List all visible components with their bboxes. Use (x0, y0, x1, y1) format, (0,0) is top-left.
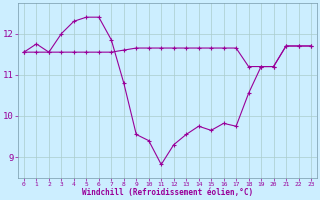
X-axis label: Windchill (Refroidissement éolien,°C): Windchill (Refroidissement éolien,°C) (82, 188, 253, 197)
